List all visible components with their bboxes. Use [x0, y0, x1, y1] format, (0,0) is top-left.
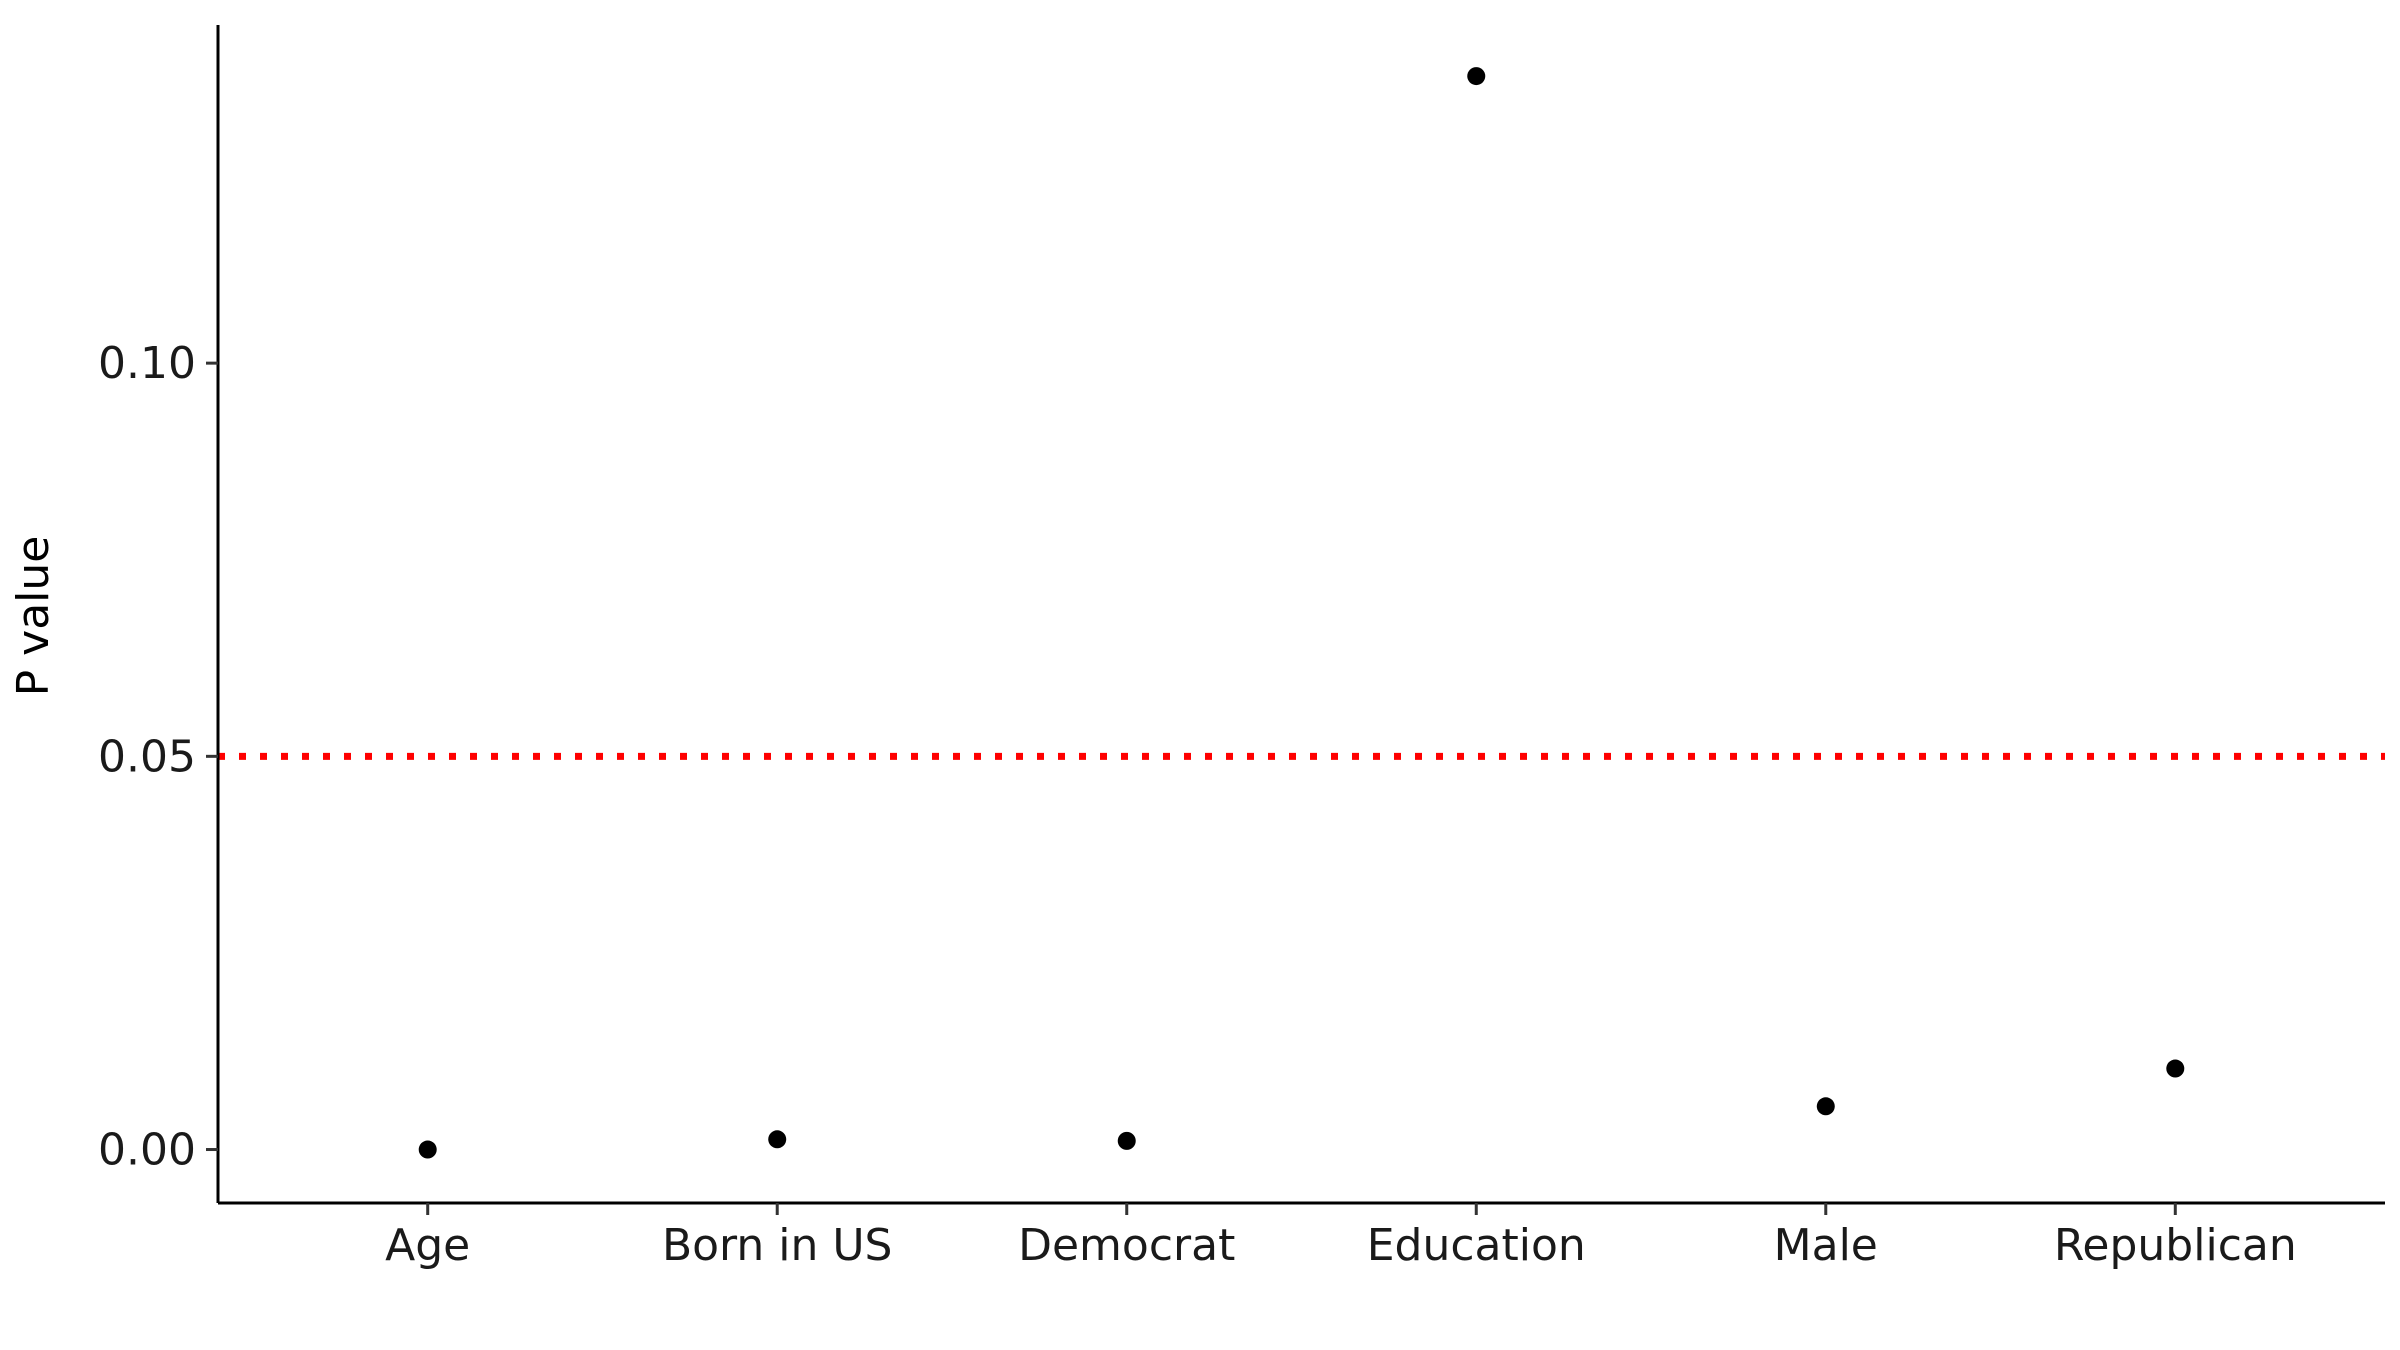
- x-tick-label: Born in US: [662, 1220, 893, 1271]
- data-point: [1467, 67, 1486, 86]
- data-points: [418, 67, 2185, 1159]
- x-tick-label: Education: [1367, 1220, 1586, 1271]
- x-tick-label: Male: [1774, 1220, 1878, 1271]
- x-tick-label: Democrat: [1018, 1220, 1235, 1271]
- data-point: [1816, 1097, 1835, 1116]
- data-point: [2166, 1059, 2185, 1078]
- y-tick-label: 0.05: [98, 731, 196, 782]
- y-tick-label: 0.10: [98, 338, 196, 389]
- data-point: [1117, 1131, 1136, 1150]
- data-point: [418, 1140, 437, 1159]
- axes: 0.00 0.05 0.10 Age Born in US Democrat Educati…: [98, 25, 2385, 1271]
- y-axis-title: P value: [8, 536, 59, 697]
- data-point: [768, 1130, 787, 1149]
- x-tick-label: Republican: [2054, 1220, 2297, 1271]
- x-tick-label: Age: [385, 1220, 470, 1271]
- y-tick-label: 0.00: [98, 1125, 196, 1176]
